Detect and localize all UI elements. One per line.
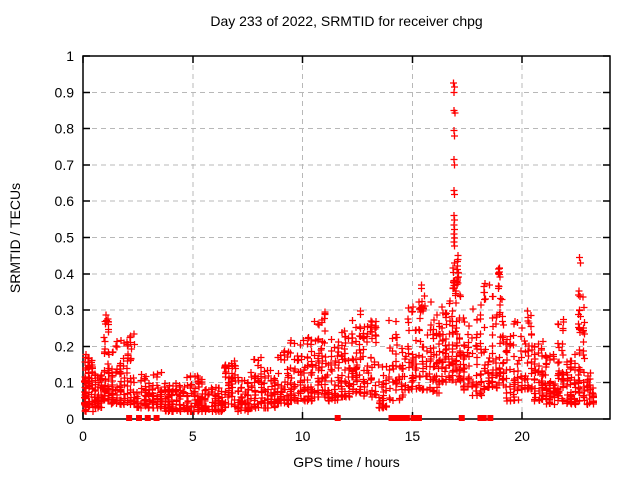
zero-marker [334, 415, 341, 421]
x-axis-label: GPS time / hours [293, 454, 400, 470]
y-tick-label: 0.2 [55, 338, 75, 354]
y-tick-label: 0.3 [55, 302, 75, 318]
zero-marker [487, 415, 494, 421]
zero-marker [135, 415, 142, 421]
y-tick-label: 0.8 [55, 121, 75, 137]
y-tick-label: 0.5 [55, 230, 75, 246]
y-tick-label: 0.1 [55, 375, 75, 391]
zero-marker [410, 415, 417, 421]
zero-marker [388, 415, 395, 421]
tick-labels: 0 5 10 15 20 0 0.1 0.2 0.3 0.4 0.5 0.6 0.7 0.8 0.9 1 [55, 48, 531, 444]
x-tick-label: 15 [405, 428, 421, 444]
zero-marker [400, 415, 407, 421]
zero-marker [480, 415, 487, 421]
y-tick-label: 0 [66, 411, 74, 427]
scatter-points [81, 79, 597, 415]
zero-marker [477, 415, 484, 421]
zero-marker [458, 415, 465, 421]
chart-title: Day 233 of 2022, SRMTID for receiver chp… [210, 13, 483, 29]
zero-marker [126, 415, 133, 421]
y-tick-label: 0.6 [55, 193, 75, 209]
zero-value-markers [126, 415, 494, 421]
zero-marker [397, 415, 404, 421]
zero-marker [415, 415, 422, 421]
zero-marker [153, 415, 160, 421]
y-axis-label-column: SRMTID / TECUs [0, 0, 30, 475]
y-tick-label: 0.4 [55, 266, 75, 282]
x-tick-label: 20 [514, 428, 530, 444]
zero-marker [144, 415, 151, 421]
x-tick-label: 10 [295, 428, 311, 444]
y-tick-label: 0.9 [55, 84, 75, 100]
zero-marker [403, 415, 410, 421]
y-tick-label: 0.7 [55, 157, 75, 173]
x-tick-label: 5 [189, 428, 197, 444]
y-axis-label: SRMTID / TECUs [7, 182, 24, 293]
x-tick-label: 0 [79, 428, 87, 444]
y-tick-label: 1 [66, 48, 74, 64]
zero-marker [391, 415, 398, 421]
